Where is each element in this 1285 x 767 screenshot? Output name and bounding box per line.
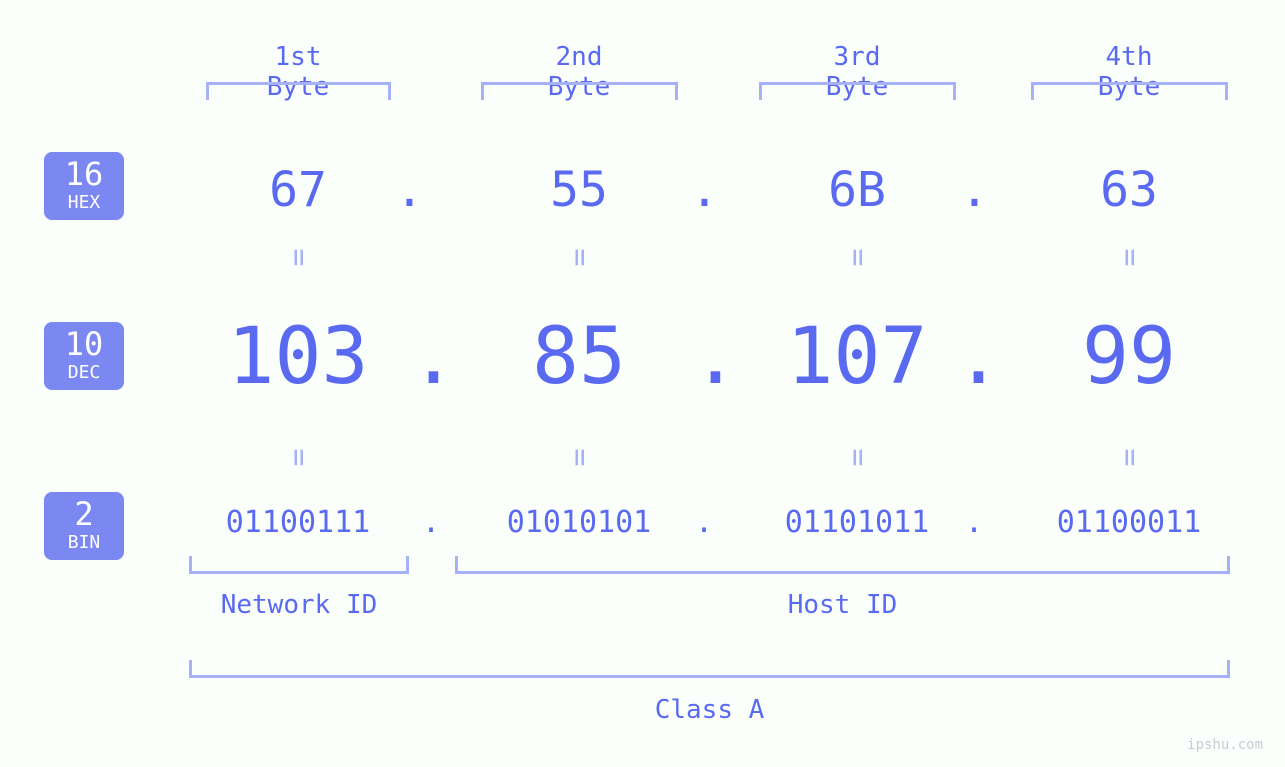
eq-hex-dec-3: = xyxy=(841,248,876,266)
bin-byte-1: 01100111 xyxy=(188,505,408,540)
bracket-class xyxy=(189,660,1230,678)
bin-byte-3: 01101011 xyxy=(747,505,967,540)
label-class: Class A xyxy=(189,695,1230,725)
dec-dot-2: . xyxy=(692,312,739,402)
dec-byte-2: 85 xyxy=(479,312,679,402)
bracket-byte-1 xyxy=(206,82,391,100)
dec-dot-3: . xyxy=(955,312,1002,402)
hex-dot-2: . xyxy=(690,162,719,218)
badge-bin: 2 BIN xyxy=(44,492,124,560)
dec-byte-4: 99 xyxy=(1029,312,1229,402)
bin-dot-3: . xyxy=(965,505,983,540)
eq-hex-dec-1: = xyxy=(282,248,317,266)
hex-dot-1: . xyxy=(395,162,424,218)
bin-dot-2: . xyxy=(695,505,713,540)
bracket-byte-2 xyxy=(481,82,678,100)
bin-byte-4: 01100011 xyxy=(1019,505,1239,540)
badge-bin-num: 2 xyxy=(44,498,124,530)
hex-byte-3: 6B xyxy=(807,162,907,218)
eq-hex-dec-4: = xyxy=(1113,248,1148,266)
badge-bin-label: BIN xyxy=(44,532,124,554)
badge-hex-label: HEX xyxy=(44,192,124,214)
eq-hex-dec-2: = xyxy=(563,248,598,266)
badge-dec-num: 10 xyxy=(44,328,124,360)
watermark: ipshu.com xyxy=(1187,737,1263,753)
hex-byte-1: 67 xyxy=(248,162,348,218)
dec-byte-3: 107 xyxy=(757,312,957,402)
eq-dec-bin-4: = xyxy=(1113,448,1148,466)
bracket-host-id xyxy=(455,556,1230,574)
hex-byte-4: 63 xyxy=(1079,162,1179,218)
bin-byte-2: 01010101 xyxy=(469,505,689,540)
bracket-byte-4 xyxy=(1031,82,1228,100)
hex-byte-2: 55 xyxy=(529,162,629,218)
bracket-network-id xyxy=(189,556,409,574)
label-network-id: Network ID xyxy=(189,590,409,620)
hex-dot-3: . xyxy=(960,162,989,218)
bracket-byte-3 xyxy=(759,82,956,100)
eq-dec-bin-3: = xyxy=(841,448,876,466)
badge-hex-num: 16 xyxy=(44,158,124,190)
dec-dot-1: . xyxy=(410,312,457,402)
badge-dec-label: DEC xyxy=(44,362,124,384)
badge-hex: 16 HEX xyxy=(44,152,124,220)
eq-dec-bin-1: = xyxy=(282,448,317,466)
eq-dec-bin-2: = xyxy=(563,448,598,466)
badge-dec: 10 DEC xyxy=(44,322,124,390)
label-host-id: Host ID xyxy=(455,590,1230,620)
bin-dot-1: . xyxy=(422,505,440,540)
dec-byte-1: 103 xyxy=(198,312,398,402)
ip-diagram: 1st Byte 2nd Byte 3rd Byte 4th Byte 16 H… xyxy=(0,0,1285,767)
